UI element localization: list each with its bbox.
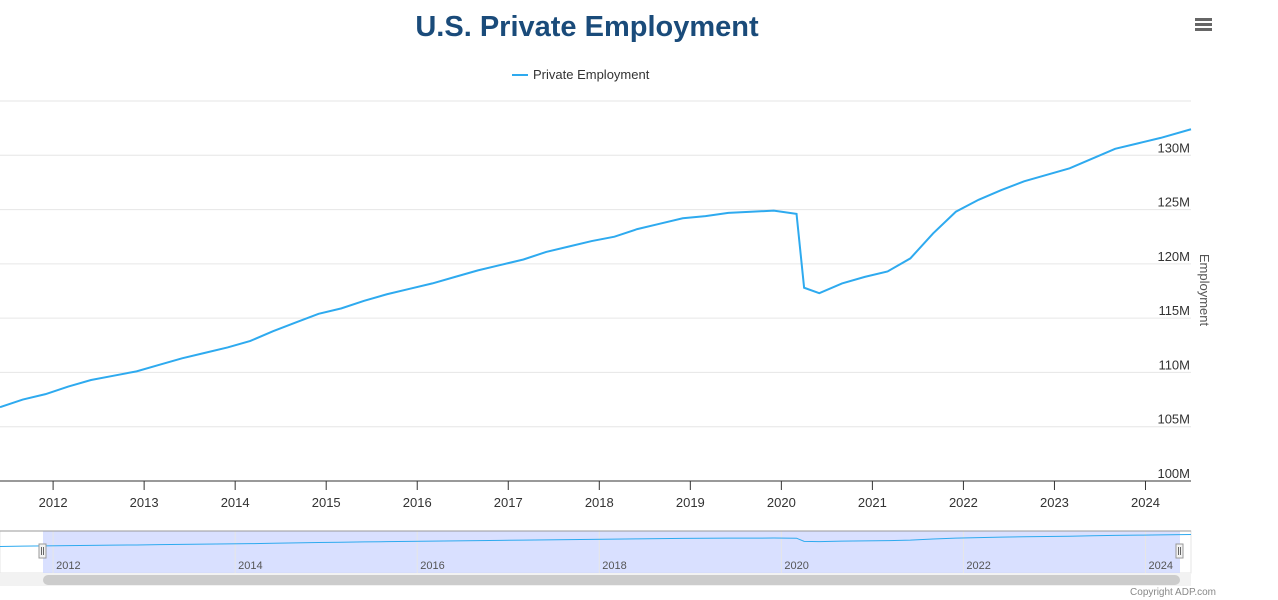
navigator-right-handle[interactable] [1175,543,1184,559]
y-tick-label: 120M [1157,249,1190,264]
x-tick-label: 2014 [221,495,250,510]
y-tick-label: 130M [1157,140,1190,155]
navigator-tick-label: 2018 [602,560,626,572]
credits-link[interactable]: Copyright ADP.com [1130,587,1216,598]
y-tick-label: 115M [1158,303,1190,318]
navigator-tick-label: 2014 [238,560,262,572]
x-tick-label: 2015 [312,495,341,510]
x-tick-label: 2023 [1040,495,1069,510]
x-tick-label: 2019 [676,495,705,510]
navigator-tick-label: 2020 [784,560,808,572]
legend[interactable]: Private Employment [512,67,650,82]
navigator-series-line [0,534,1192,547]
chart-title: U.S. Private Employment [415,11,759,43]
y-tick-label: 110M [1158,357,1190,372]
x-tick-label: 2016 [403,495,432,510]
y-tick-label: 100M [1157,466,1190,481]
x-axis-ticks: 2012 2013 2014 2015 2016 2017 2018 2019 2020 2021… [39,481,1160,510]
x-tick-label: 2024 [1131,495,1160,510]
navigator-tick-label: 2022 [966,560,990,572]
navigator-tick-label: 2024 [1148,560,1172,572]
x-tick-label: 2018 [585,495,614,510]
navigator[interactable]: 2012 2014 2016 2018 2020 2022 2024 [0,530,1192,574]
y-tick-label: 105M [1157,412,1190,427]
y-gridlines [0,100,1191,482]
legend-series-label[interactable]: Private Employment [533,67,650,82]
scrollbar[interactable] [0,574,1191,586]
x-tick-label: 2021 [858,495,887,510]
navigator-tick-label: 2016 [420,560,444,572]
x-tick-label: 2013 [130,495,159,510]
x-tick-label: 2017 [494,495,523,510]
y-tick-label: 125M [1157,195,1190,210]
y-axis-title: Employment [1197,254,1212,327]
navigator-ticks: 2012 2014 2016 2018 2020 2022 2024 [52,531,1173,573]
hamburger-menu-icon[interactable] [1188,12,1218,38]
series-line-private-employment[interactable] [0,128,1192,409]
y-axis-ticks: 100M 105M 110M 115M 120M 125M 130M [1157,140,1190,481]
scrollbar-thumb[interactable] [43,575,1180,585]
navigator-selected-range[interactable] [43,531,1180,573]
x-tick-label: 2020 [767,495,796,510]
navigator-left-handle[interactable] [38,543,47,559]
x-tick-label: 2012 [39,495,68,510]
x-tick-label: 2022 [949,495,978,510]
navigator-tick-label: 2012 [56,560,80,572]
